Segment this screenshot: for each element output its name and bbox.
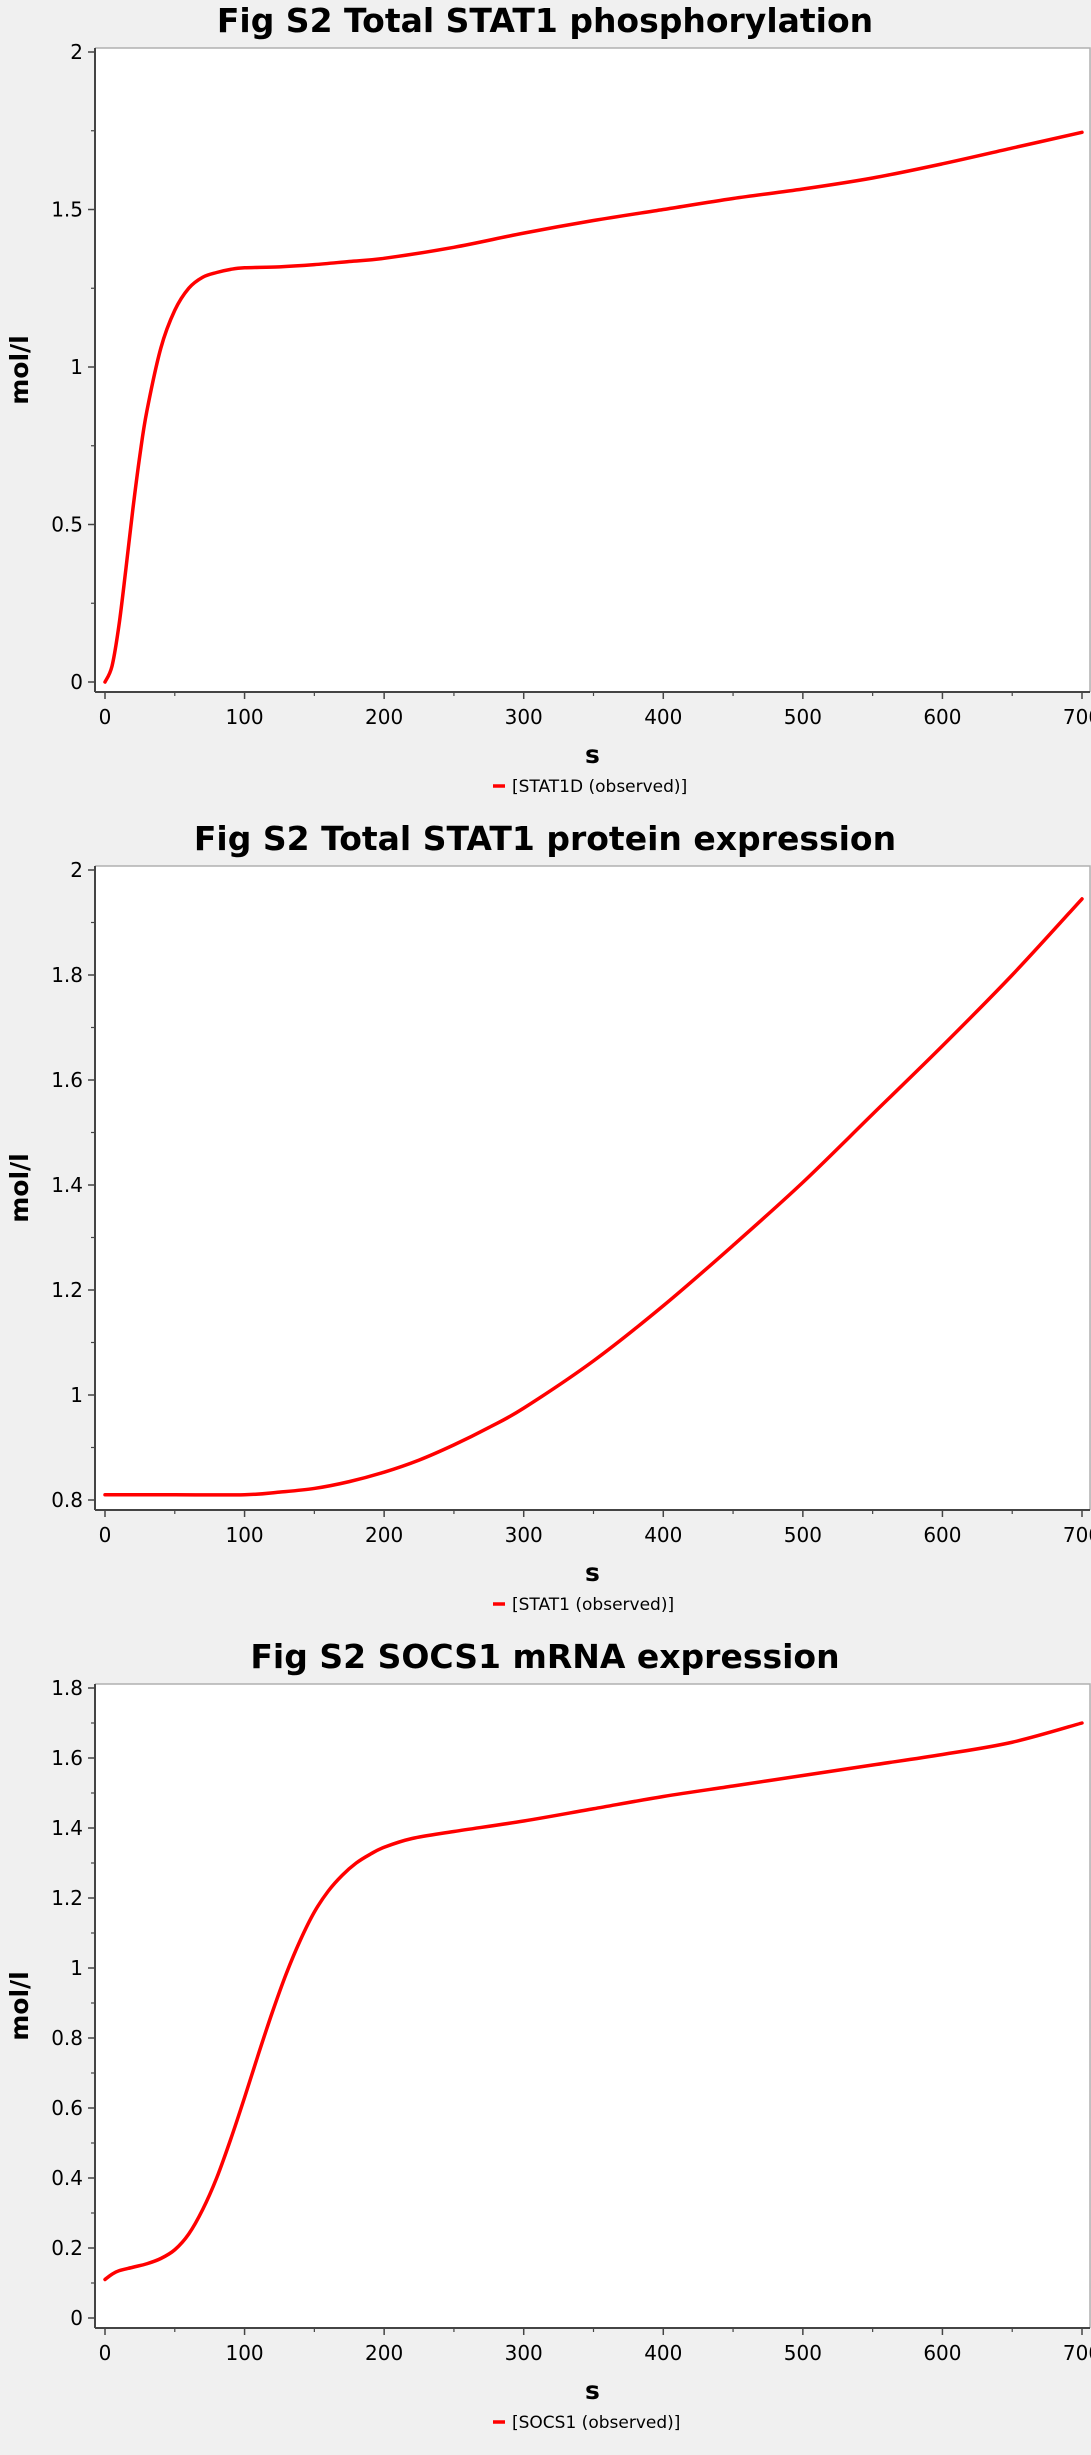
legend-label: [STAT1D (observed)]	[512, 777, 687, 797]
x-tick-label: 100	[225, 2341, 263, 2365]
chart-svg: Fig S2 SOCS1 mRNA expression 0 100 200 300 40…	[5, 1637, 1091, 2433]
x-tick-label: 500	[784, 1523, 822, 1547]
x-tick-label: 200	[365, 705, 403, 729]
y-tick-label: 1.2	[51, 1278, 83, 1302]
x-tick-label: 400	[644, 1523, 682, 1547]
x-axis-label: s	[585, 740, 600, 769]
x-axis-label: s	[585, 1558, 600, 1587]
y-tick-label: 2	[70, 40, 83, 64]
x-axis-label: s	[585, 2376, 600, 2405]
y-tick-label: 1.8	[51, 963, 83, 987]
x-tick-label: 100	[225, 1523, 263, 1547]
chart-title: Fig S2 SOCS1 mRNA expression	[250, 1637, 839, 1676]
x-tick-label: 0	[99, 1523, 112, 1547]
x-tick-label: 0	[99, 705, 112, 729]
x-tick-label: 500	[784, 705, 822, 729]
chart-panel-socs1-mrna-expression: Fig S2 SOCS1 mRNA expression 0 100 200 300 40…	[0, 1636, 1091, 2454]
y-tick-label: 1	[70, 1383, 83, 1407]
chart-panel-stat1-phosphorylation: Fig S2 Total STAT1 phosphorylation 0 100 20…	[0, 0, 1091, 818]
y-tick-label: 0.6	[51, 2096, 83, 2120]
x-tick-label: 200	[365, 1523, 403, 1547]
x-tick-label: 300	[505, 705, 543, 729]
x-tick-label: 0	[99, 2341, 112, 2365]
chart-title: Fig S2 Total STAT1 protein expression	[194, 819, 896, 858]
x-tick-label: 300	[505, 1523, 543, 1547]
x-tick-label: 700	[1063, 2341, 1091, 2365]
chart-panel-stat1-protein-expression: Fig S2 Total STAT1 protein expression 0 10…	[0, 818, 1091, 1636]
x-tick-label: 600	[923, 2341, 961, 2365]
x-tick-label: 600	[923, 1523, 961, 1547]
plot-border	[95, 1683, 1091, 2328]
x-tick-label: 300	[505, 2341, 543, 2365]
y-axis-label: mol/l	[5, 1971, 34, 2041]
x-tick-label: 400	[644, 2341, 682, 2365]
y-tick-label: 1	[70, 355, 83, 379]
y-tick-label: 0.8	[51, 1488, 83, 1512]
plot-area	[95, 1684, 1090, 2328]
y-axis-label: mol/l	[5, 1153, 34, 1223]
series-line	[103, 1721, 1084, 2282]
plot-area	[95, 866, 1090, 1510]
y-tick-label: 0	[70, 2306, 83, 2330]
y-tick-label: 1.5	[51, 198, 83, 222]
y-tick-label: 1.6	[51, 1746, 83, 1770]
legend: [SOCS1 (observed)]	[493, 2413, 680, 2433]
y-axis-label: mol/l	[5, 335, 34, 405]
y-tick-label: 0.4	[51, 2166, 83, 2190]
legend: [STAT1D (observed)]	[493, 777, 687, 797]
legend-label: [SOCS1 (observed)]	[512, 2413, 680, 2433]
y-tick-label: 1.2	[51, 1886, 83, 1910]
plot-area	[95, 48, 1090, 692]
series-line	[103, 897, 1084, 1497]
x-tick-label: 600	[923, 705, 961, 729]
legend-label: [STAT1 (observed)]	[512, 1595, 674, 1615]
y-tick-label: 0.8	[51, 2026, 83, 2050]
y-tick-label: 1.6	[51, 1068, 83, 1092]
x-tick-label: 700	[1063, 1523, 1091, 1547]
y-tick-label: 1	[70, 1956, 83, 1980]
y-tick-label: 1.4	[51, 1816, 83, 1840]
chart-title: Fig S2 Total STAT1 phosphorylation	[217, 1, 873, 40]
y-tick-label: 2	[70, 858, 83, 882]
x-tick-label: 100	[225, 705, 263, 729]
series-line	[103, 130, 1084, 684]
x-tick-label: 200	[365, 2341, 403, 2365]
y-tick-label: 1.8	[51, 1676, 83, 1700]
plot-border	[95, 865, 1091, 1510]
plot-border	[95, 47, 1091, 692]
x-tick-label: 700	[1063, 705, 1091, 729]
legend: [STAT1 (observed)]	[493, 1595, 674, 1615]
x-tick-label: 400	[644, 705, 682, 729]
y-tick-label: 0	[70, 670, 83, 694]
x-tick-label: 500	[784, 2341, 822, 2365]
y-tick-label: 1.4	[51, 1173, 83, 1197]
y-tick-label: 0.2	[51, 2236, 83, 2260]
y-tick-label: 0.5	[51, 513, 83, 537]
